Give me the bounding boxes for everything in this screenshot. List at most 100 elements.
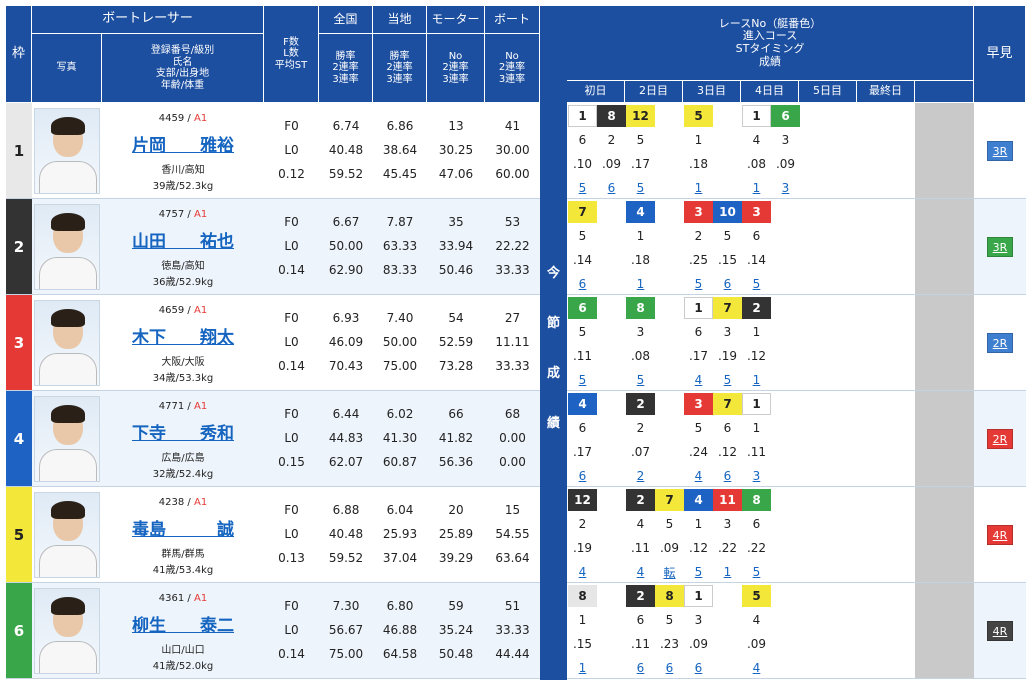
result-course: 2: [607, 133, 616, 147]
result-rank-link[interactable]: 4: [636, 565, 645, 579]
result-rank-link[interactable]: 3: [752, 469, 761, 483]
result-st: .08: [746, 157, 767, 171]
stat-mot: 35.24: [438, 623, 474, 637]
result-rank-link[interactable]: 6: [665, 661, 674, 675]
result-rank-link[interactable]: 6: [578, 277, 587, 291]
result-st: .11: [572, 349, 593, 363]
result-course: 5: [665, 517, 674, 531]
racer-row: [32, 487, 540, 583]
result-st: .11: [630, 637, 651, 651]
boat-sub-header-line: No: [505, 50, 519, 62]
hayami-race-button[interactable]: 2R: [987, 429, 1013, 449]
result-rank-link[interactable]: 6: [723, 277, 732, 291]
stat-zen: 6.44: [332, 407, 360, 421]
stat-zen: 40.48: [328, 143, 364, 157]
result-rank-link[interactable]: 1: [752, 181, 761, 195]
racer-name-link[interactable]: 毒島 誠: [132, 519, 234, 540]
result-rank-link[interactable]: 3: [781, 181, 790, 195]
racer-photo: [34, 396, 100, 482]
result-rank-link[interactable]: 5: [752, 277, 761, 291]
racer-name-cell: 毒島 誠: [102, 515, 264, 540]
racer-name-cell: 片岡 雅裕: [102, 131, 264, 156]
result-st: .23: [659, 637, 680, 651]
racer-name-link[interactable]: 山田 祐也: [132, 231, 234, 252]
hayami-race-button[interactable]: 4R: [987, 525, 1013, 545]
result-boat-number: 1: [568, 105, 597, 127]
empty-day-cells: [915, 295, 974, 390]
stat-tou: 7.40: [386, 311, 414, 325]
stat-tou: 7.87: [386, 215, 414, 229]
result-rank-link[interactable]: 5: [694, 565, 703, 579]
racer-id: 4659: [158, 304, 185, 316]
racer-area: 大阪/大阪: [161, 356, 205, 368]
result-rank-link[interactable]: 6: [723, 469, 732, 483]
result-boat-number: 8: [626, 297, 655, 319]
racer-f: F0: [284, 503, 299, 517]
fl-header-line: F数: [283, 36, 299, 48]
stat-mot: 73.28: [438, 359, 474, 373]
result-course: 5: [665, 613, 674, 627]
stat-tou: 83.33: [382, 263, 418, 277]
racer-name-link[interactable]: 柳生 泰二: [132, 615, 234, 636]
stat-tou: 6.86: [386, 119, 414, 133]
result-st: .09: [601, 157, 622, 171]
racer-f: F0: [284, 407, 299, 421]
racer-name-link[interactable]: 下寺 秀和: [132, 423, 234, 444]
stat-boa: 68: [504, 407, 521, 421]
result-rank-link[interactable]: 1: [752, 373, 761, 387]
result-rank-link[interactable]: 1: [694, 181, 703, 195]
frame-number: 1: [6, 103, 32, 199]
result-rank-link[interactable]: 1: [578, 661, 587, 675]
stat-boa: 41: [504, 119, 521, 133]
result-course: 6: [578, 421, 587, 435]
day-header-1: 初日: [567, 81, 625, 103]
stat-boa: 22.22: [495, 239, 530, 253]
result-rank-link[interactable]: 転: [663, 565, 676, 580]
result-st: .19: [572, 541, 593, 555]
stat-zen: 6.88: [332, 503, 360, 517]
result-rank-link[interactable]: 1: [636, 277, 645, 291]
result-rank-link[interactable]: 5: [578, 181, 587, 195]
result-rank-link[interactable]: 4: [694, 469, 703, 483]
boat-sub-header-line: 2連率: [498, 62, 526, 74]
stat-zen: 6.67: [332, 215, 360, 229]
result-rank-link[interactable]: 5: [723, 373, 732, 387]
hayami-race-button[interactable]: 4R: [987, 621, 1013, 641]
result-rank-link[interactable]: 6: [578, 469, 587, 483]
racer-name-link[interactable]: 片岡 雅裕: [132, 135, 234, 156]
stat-mot: 13: [448, 119, 464, 133]
racer-f: F0: [284, 119, 299, 133]
racer-st: 0.13: [278, 551, 305, 565]
result-st: .17: [688, 349, 709, 363]
result-rank-link[interactable]: 4: [694, 373, 703, 387]
stat-mot: 50.46: [438, 263, 474, 277]
racer-name-link[interactable]: 木下 翔太: [132, 327, 234, 348]
result-boat-number: 3: [684, 201, 713, 223]
hayami-race-button[interactable]: 2R: [987, 333, 1013, 353]
result-course: 5: [723, 229, 732, 243]
result-rank-link[interactable]: 6: [607, 181, 616, 195]
result-rank-link[interactable]: 5: [636, 373, 645, 387]
result-rank-link[interactable]: 4: [578, 565, 587, 579]
result-rank-link[interactable]: 6: [636, 661, 645, 675]
racer-photo: [34, 588, 100, 674]
racer-class: A1: [193, 112, 208, 124]
racer-name-cell: 下寺 秀和: [102, 419, 264, 444]
result-rank-link[interactable]: 5: [694, 277, 703, 291]
result-rank-link[interactable]: 5: [636, 181, 645, 195]
hayami-race-button[interactable]: 3R: [987, 237, 1013, 257]
result-rank-link[interactable]: 5: [578, 373, 587, 387]
racer-name-cell: 山田 祐也: [102, 227, 264, 252]
result-rank-link[interactable]: 2: [636, 469, 645, 483]
result-rank-link[interactable]: 5: [752, 565, 761, 579]
result-rank-link[interactable]: 6: [694, 661, 703, 675]
stat-zen: 62.07: [328, 455, 364, 469]
frame-number: 5: [6, 487, 32, 583]
hayami-race-button[interactable]: 3R: [987, 141, 1013, 161]
racer-photo: [34, 492, 100, 578]
result-rank-link[interactable]: 4: [752, 661, 761, 675]
result-rank-link[interactable]: 1: [723, 565, 732, 579]
racer-class: A1: [193, 400, 208, 412]
result-boat-number: 5: [684, 105, 713, 127]
result-course: 5: [694, 421, 703, 435]
